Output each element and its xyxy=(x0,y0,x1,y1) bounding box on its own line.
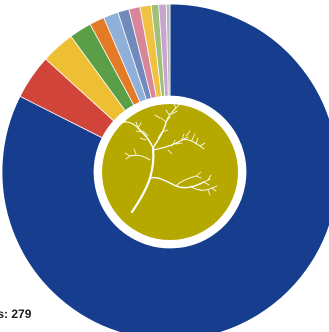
logo-disc xyxy=(102,104,238,240)
footer-count-label: ates: 279 xyxy=(0,307,32,321)
donut-slices xyxy=(1,3,329,332)
donut-slice-1 xyxy=(1,3,329,332)
tree-icon xyxy=(120,97,218,214)
donut-slice-12 xyxy=(165,3,171,97)
center-logo xyxy=(95,97,245,247)
